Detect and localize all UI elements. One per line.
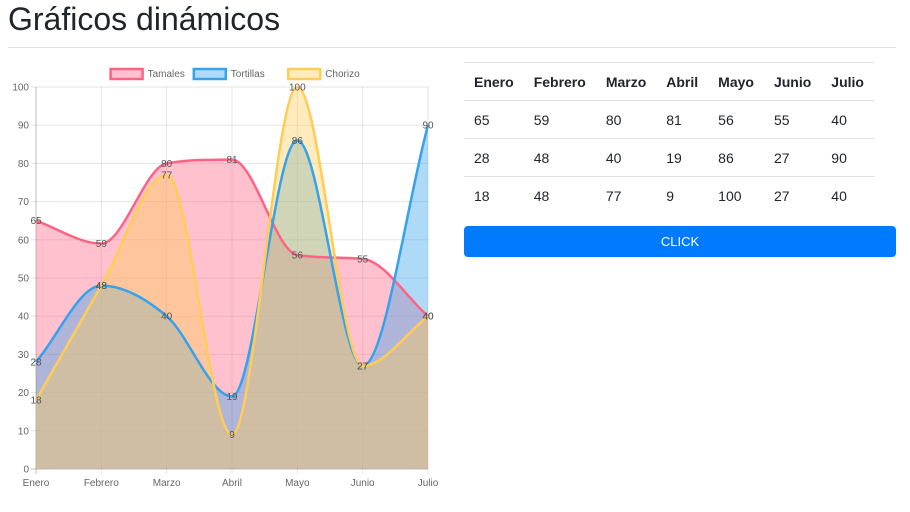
table-cell: 48 (523, 176, 596, 215)
data-label: 100 (289, 83, 306, 94)
data-label: 40 (422, 312, 434, 323)
x-tick-label: Enero (23, 478, 50, 489)
x-tick-label: Julio (418, 478, 439, 489)
series-line-tortillas (35, 124, 430, 398)
table-cell: 9 (656, 176, 709, 215)
y-tick-label: 0 (23, 465, 29, 476)
data-label: 80 (161, 159, 173, 170)
y-tick-label: 10 (18, 426, 30, 437)
table-cell: 48 (523, 138, 596, 177)
table-cell: 28 (464, 138, 524, 177)
table-row: 65 59 80 81 56 55 40 (464, 100, 874, 139)
y-tick-label: 40 (18, 312, 30, 323)
data-label: 77 (161, 170, 173, 181)
page-title: Gráficos dinámicos (8, 1, 281, 37)
table-cell: 80 (595, 100, 657, 139)
table-header-cell: Junio (763, 62, 822, 101)
data-label: 59 (96, 239, 108, 250)
x-tick-label: Abril (222, 478, 242, 489)
title-divider (8, 47, 896, 48)
data-label: 40 (422, 312, 434, 323)
y-tick-label: 70 (18, 197, 30, 208)
table-cell: 81 (656, 100, 709, 139)
table-header-cell: Enero (464, 62, 524, 101)
data-label: 56 (292, 251, 304, 262)
table-cell: 86 (708, 138, 764, 177)
table-cell: 27 (763, 176, 822, 215)
table-header-cell: Febrero (523, 62, 596, 101)
data-table: Enero Febrero Marzo Abril Mayo Junio Jul… (464, 62, 874, 215)
table-cell: 27 (763, 138, 822, 177)
data-label: 27 (357, 361, 369, 372)
table-cell: 65 (464, 100, 524, 139)
data-label: 48 (96, 281, 108, 292)
data-label: 19 (226, 392, 238, 403)
table-header-cell: Julio (821, 62, 874, 101)
y-tick-label: 100 (12, 83, 29, 94)
table-cell: 56 (708, 100, 764, 139)
data-label: 65 (30, 216, 42, 227)
data-label: 90 (422, 121, 434, 132)
table-cell: 40 (595, 138, 657, 177)
table-cell: 59 (523, 100, 596, 139)
data-label: 28 (30, 358, 42, 369)
table-cell: 77 (595, 176, 657, 215)
x-tick-label: Marzo (153, 478, 181, 489)
legend-label: Tamales (148, 69, 185, 80)
y-tick-label: 20 (18, 388, 30, 399)
data-label: 40 (161, 312, 173, 323)
data-label: 48 (96, 281, 108, 292)
data-label: 81 (226, 155, 238, 166)
x-tick-label: Febrero (84, 478, 119, 489)
table-cell: 90 (821, 138, 874, 177)
legend-label: Tortillas (231, 69, 265, 80)
table-cell: 100 (708, 176, 764, 215)
table-row: 18 48 77 9 100 27 40 (464, 176, 874, 215)
table-row: 28 48 40 19 86 27 90 (464, 138, 874, 177)
table-cell: 18 (464, 176, 524, 215)
y-tick-label: 50 (18, 274, 30, 285)
series-area-chorizo (36, 87, 428, 469)
series-area-tamales (36, 159, 428, 469)
y-tick-label: 90 (18, 121, 30, 132)
data-label: 86 (292, 136, 304, 147)
table-header-row: Enero Febrero Marzo Abril Mayo Junio Jul… (464, 62, 874, 101)
line-chart: 0 10 20 30 40 50 60 70 80 90 100 Enero Febrero Marzo A… (0, 56, 450, 512)
table-cell: 19 (656, 138, 709, 177)
series-line-tamales (35, 158, 429, 318)
click-button[interactable]: CLICK (464, 226, 896, 257)
legend-swatch-chorizo (286, 67, 322, 81)
table-cell: 40 (821, 176, 874, 215)
data-label: 55 (357, 254, 369, 265)
x-tick-label: Junio (351, 478, 375, 489)
y-tick-label: 60 (18, 235, 30, 246)
series-line-chorizo (34, 85, 429, 436)
legend-label: Chorizo (325, 69, 360, 80)
y-tick-label: 30 (18, 350, 30, 361)
legend-swatch-tamales (109, 67, 144, 81)
data-label: 9 (229, 430, 235, 441)
legend-swatch-tortillas (192, 67, 228, 81)
y-tick-label: 80 (18, 159, 30, 170)
table-header-cell: Mayo (708, 62, 764, 101)
table-cell: 55 (763, 100, 822, 139)
x-tick-label: Mayo (285, 478, 310, 489)
table-cell: 40 (821, 100, 874, 139)
table-header-cell: Abril (656, 62, 709, 101)
data-label: 27 (357, 361, 369, 372)
table-header-cell: Marzo (595, 62, 657, 101)
series-area-tortillas (36, 125, 428, 469)
chart-svg: 0 10 20 30 40 50 60 70 80 90 100 Enero Febrero Marzo A… (12, 67, 439, 489)
data-label: 18 (30, 396, 42, 407)
